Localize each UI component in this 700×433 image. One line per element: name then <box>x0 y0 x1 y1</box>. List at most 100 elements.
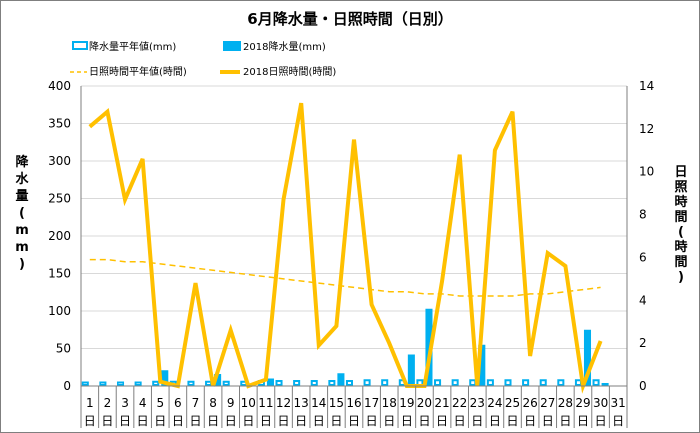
bar-normal-precip <box>293 380 301 386</box>
x-tick-suffix: 日 <box>295 414 307 428</box>
axis-title-char: ) <box>19 257 25 272</box>
x-tick-label: 29 <box>575 396 590 410</box>
x-tick-suffix: 日 <box>418 414 430 428</box>
axis-title-char: ( <box>19 206 25 221</box>
x-tick-label: 18 <box>382 396 397 410</box>
y-axis-right-ticks: 0 2 4 6 8 10 12 14 <box>639 79 654 393</box>
x-tick-suffix: 日 <box>172 414 184 428</box>
x-tick-suffix: 日 <box>524 414 536 428</box>
axis-title-char: m <box>15 223 29 238</box>
x-tick-label: 10 <box>241 396 256 410</box>
bar-precip-2018 <box>161 370 169 386</box>
x-tick-label: 5 <box>156 396 164 410</box>
y-tick-label: 50 <box>56 342 71 356</box>
axis-title-char: 照 <box>674 180 687 195</box>
bar-precip-2018 <box>337 373 345 386</box>
bar-precip-2018 <box>583 329 592 386</box>
bar-normal-precip <box>557 379 565 386</box>
bar-precip-2018 <box>478 344 486 386</box>
x-tick-suffix: 日 <box>225 414 237 428</box>
y-tick-label: 300 <box>48 154 71 168</box>
legend: 降水量平年値(mm) 2018降水量(mm) 日照時間平年値(時間) 2018日… <box>70 40 336 78</box>
x-tick-label: 12 <box>276 396 291 410</box>
x-tick-suffix: 日 <box>577 414 589 428</box>
bar-precip-2018 <box>214 374 222 386</box>
axis-title-char: 時 <box>674 239 687 255</box>
bar-normal-precip <box>187 380 195 386</box>
bar-normal-precip <box>451 379 459 386</box>
x-tick-suffix: 日 <box>278 414 290 428</box>
x-tick-label: 7 <box>192 396 200 410</box>
y2-tick-label: 8 <box>639 208 647 222</box>
x-tick-label: 6 <box>174 396 182 410</box>
x-tick-suffix: 日 <box>242 414 254 428</box>
x-tick-label: 20 <box>417 396 432 410</box>
bar-normal-precip <box>469 379 477 386</box>
x-tick-label: 9 <box>227 396 235 410</box>
axis-title-char: 間 <box>674 210 687 225</box>
bar-normal-precip <box>328 380 336 386</box>
axis-title-char: ( <box>678 225 684 240</box>
x-tick-suffix: 日 <box>207 414 219 428</box>
chart-title: 6月降水量・日照時間（日別） <box>247 10 452 28</box>
x-tick-suffix: 日 <box>454 414 466 428</box>
x-tick-label: 24 <box>487 396 502 410</box>
y-axis-left-ticks: 0 50 100 150 200 250 300 350 400 <box>48 79 71 393</box>
x-tick-label: 21 <box>434 396 449 410</box>
y-tick-label: 150 <box>48 267 71 281</box>
x-tick-label: 19 <box>399 396 414 410</box>
bar-normal-precip <box>592 379 600 386</box>
y2-tick-label: 12 <box>639 122 654 136</box>
x-tick-suffix: 日 <box>313 414 325 428</box>
axis-title-char: m <box>15 240 29 255</box>
y-axis-left-title: 降水量 (mm) <box>15 154 29 272</box>
line-normal-sun <box>89 258 601 297</box>
bar-normal-precip <box>434 379 442 386</box>
y-tick-label: 200 <box>48 229 71 243</box>
x-tick-label: 14 <box>311 396 326 410</box>
x-tick-suffix: 日 <box>471 414 483 428</box>
bar-normal-precip <box>275 380 283 386</box>
x-tick-suffix: 日 <box>101 414 113 428</box>
bar-normal-precip <box>134 381 142 386</box>
axis-title-char: ) <box>678 270 684 285</box>
bar-normal-precip <box>310 380 318 386</box>
x-tick-label: 22 <box>452 396 467 410</box>
y-tick-label: 100 <box>48 304 71 318</box>
y2-tick-label: 0 <box>639 379 647 393</box>
x-tick-label: 26 <box>522 396 537 410</box>
x-tick-suffix: 日 <box>612 414 624 428</box>
y2-tick-label: 10 <box>639 165 654 179</box>
axis-title-char: 時 <box>674 194 687 210</box>
bar-normal-precip <box>99 381 107 386</box>
x-tick-suffix: 日 <box>348 414 360 428</box>
legend-label-normal-sun: 日照時間平年値(時間) <box>89 65 187 78</box>
x-tick-label: 27 <box>540 396 555 410</box>
bar-normal-precip <box>363 379 371 386</box>
axis-title-char: 水 <box>15 171 29 187</box>
x-tick-suffix: 日 <box>401 414 413 428</box>
x-tick-suffix: 日 <box>559 414 571 428</box>
y-tick-label: 0 <box>63 379 71 393</box>
bar-normal-precip <box>345 380 353 386</box>
legend-item-normal-precip: 降水量平年値(mm) <box>72 40 176 53</box>
x-tick-label: 15 <box>329 396 344 410</box>
x-tick-suffix: 日 <box>189 414 201 428</box>
bar-normal-precip <box>116 381 125 386</box>
x-tick-label: 28 <box>558 396 573 410</box>
y2-tick-label: 14 <box>639 79 654 93</box>
x-tick-suffix: 日 <box>137 414 149 428</box>
axis-title-char: 日 <box>674 165 687 180</box>
x-tick-suffix: 日 <box>436 414 448 428</box>
axis-title-char: 降 <box>15 154 29 170</box>
x-tick-suffix: 日 <box>542 414 554 428</box>
x-tick-label: 4 <box>139 396 147 410</box>
line-sun-2018 <box>88 102 603 394</box>
bar-normal-precip <box>539 379 547 386</box>
x-tick-label: 13 <box>294 396 309 410</box>
y2-tick-label: 2 <box>639 336 647 350</box>
y2-tick-label: 4 <box>639 293 647 307</box>
legend-swatch-precip-2018 <box>223 41 241 51</box>
